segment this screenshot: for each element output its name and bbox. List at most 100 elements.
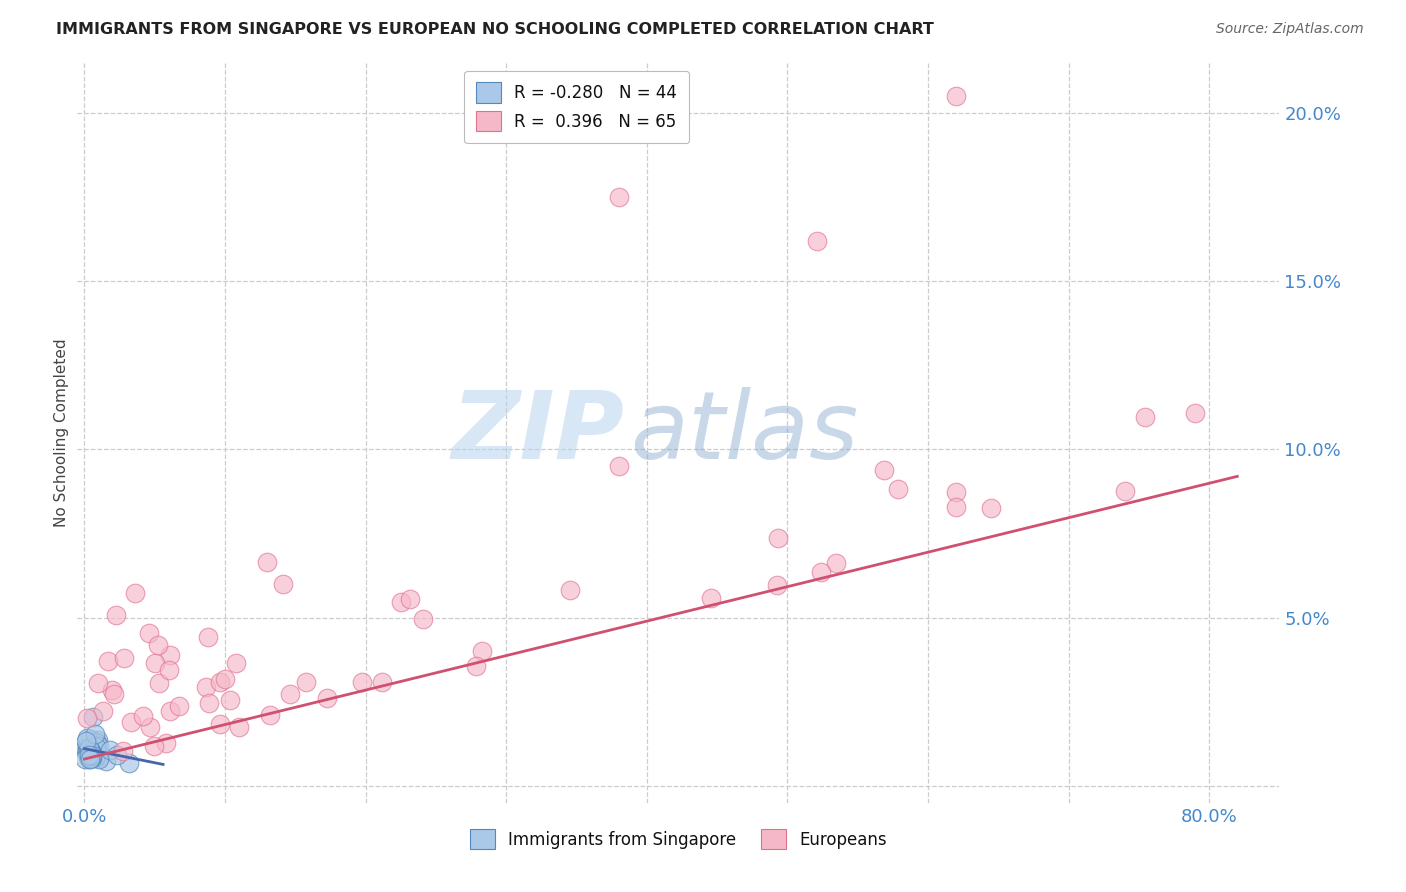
Point [148, 676, 170, 690]
Point [197, 696, 219, 710]
Point [197, 630, 219, 644]
Point [872, 463, 894, 477]
Point [945, 500, 967, 514]
Point [980, 501, 1002, 516]
Point [371, 675, 394, 690]
Point [105, 608, 128, 623]
Point [101, 682, 124, 697]
Point [76, 741, 98, 756]
Point [79, 752, 101, 766]
Point [79, 751, 101, 765]
Point [271, 577, 294, 591]
Point [94, 754, 117, 768]
Point [76, 746, 98, 760]
Point [607, 459, 630, 474]
Point [1184, 405, 1206, 419]
Point [139, 720, 162, 734]
Point [146, 638, 169, 652]
Point [82, 743, 104, 757]
Point [79, 748, 101, 763]
Point [84, 727, 107, 741]
Point [824, 557, 846, 571]
Point [75, 733, 97, 747]
Point [73, 740, 96, 755]
Text: atlas: atlas [630, 387, 859, 478]
Point [79, 745, 101, 759]
Point [111, 744, 134, 758]
Point [138, 626, 160, 640]
Point [389, 595, 412, 609]
Point [76, 743, 98, 757]
Point [607, 190, 630, 204]
Point [159, 705, 181, 719]
Point [97, 654, 120, 668]
Point [120, 714, 142, 729]
Point [87, 739, 110, 754]
Point [77, 748, 100, 763]
Point [103, 688, 125, 702]
Point [766, 531, 789, 545]
Point [228, 720, 250, 734]
Point [295, 675, 318, 690]
Point [194, 680, 217, 694]
Point [209, 674, 232, 689]
Point [155, 735, 177, 749]
Point [945, 485, 967, 500]
Text: IMMIGRANTS FROM SINGAPORE VS EUROPEAN NO SCHOOLING COMPLETED CORRELATION CHART: IMMIGRANTS FROM SINGAPORE VS EUROPEAN NO… [56, 22, 934, 37]
Point [82, 747, 104, 762]
Point [77, 749, 100, 764]
Point [87, 751, 110, 765]
Point [219, 693, 242, 707]
Point [84, 750, 107, 764]
Point [256, 555, 278, 569]
Point [75, 752, 97, 766]
Point [412, 612, 434, 626]
Point [278, 688, 301, 702]
Point [77, 744, 100, 758]
Point [87, 733, 110, 747]
Point [105, 747, 128, 762]
Point [91, 704, 114, 718]
Point [82, 710, 104, 724]
Point [87, 675, 110, 690]
Text: ZIP: ZIP [451, 386, 624, 479]
Point [699, 591, 721, 605]
Point [87, 750, 110, 764]
Point [84, 735, 107, 749]
Point [132, 708, 155, 723]
Point [766, 578, 789, 592]
Point [316, 691, 339, 706]
Point [810, 565, 832, 579]
Y-axis label: No Schooling Completed: No Schooling Completed [53, 338, 69, 527]
Point [1114, 483, 1136, 498]
Point [76, 731, 98, 745]
Point [112, 650, 135, 665]
Point [77, 748, 100, 763]
Point [77, 740, 100, 755]
Text: Source: ZipAtlas.com: Source: ZipAtlas.com [1216, 22, 1364, 37]
Point [80, 745, 103, 759]
Point [1135, 409, 1157, 424]
Point [84, 740, 107, 755]
Point [887, 483, 910, 497]
Point [89, 747, 111, 761]
Point [225, 656, 247, 670]
Point [80, 751, 103, 765]
Point [80, 744, 103, 758]
Point [98, 743, 121, 757]
Point [806, 234, 828, 248]
Point [124, 586, 146, 600]
Point [76, 711, 98, 725]
Legend: Immigrants from Singapore, Europeans: Immigrants from Singapore, Europeans [458, 817, 898, 861]
Point [79, 743, 101, 757]
Point [259, 708, 281, 723]
Point [471, 644, 494, 658]
Point [79, 751, 101, 765]
Point [87, 747, 110, 761]
Point [86, 736, 108, 750]
Point [167, 698, 190, 713]
Point [350, 675, 373, 690]
Point [208, 717, 231, 731]
Point [82, 741, 104, 756]
Point [560, 582, 582, 597]
